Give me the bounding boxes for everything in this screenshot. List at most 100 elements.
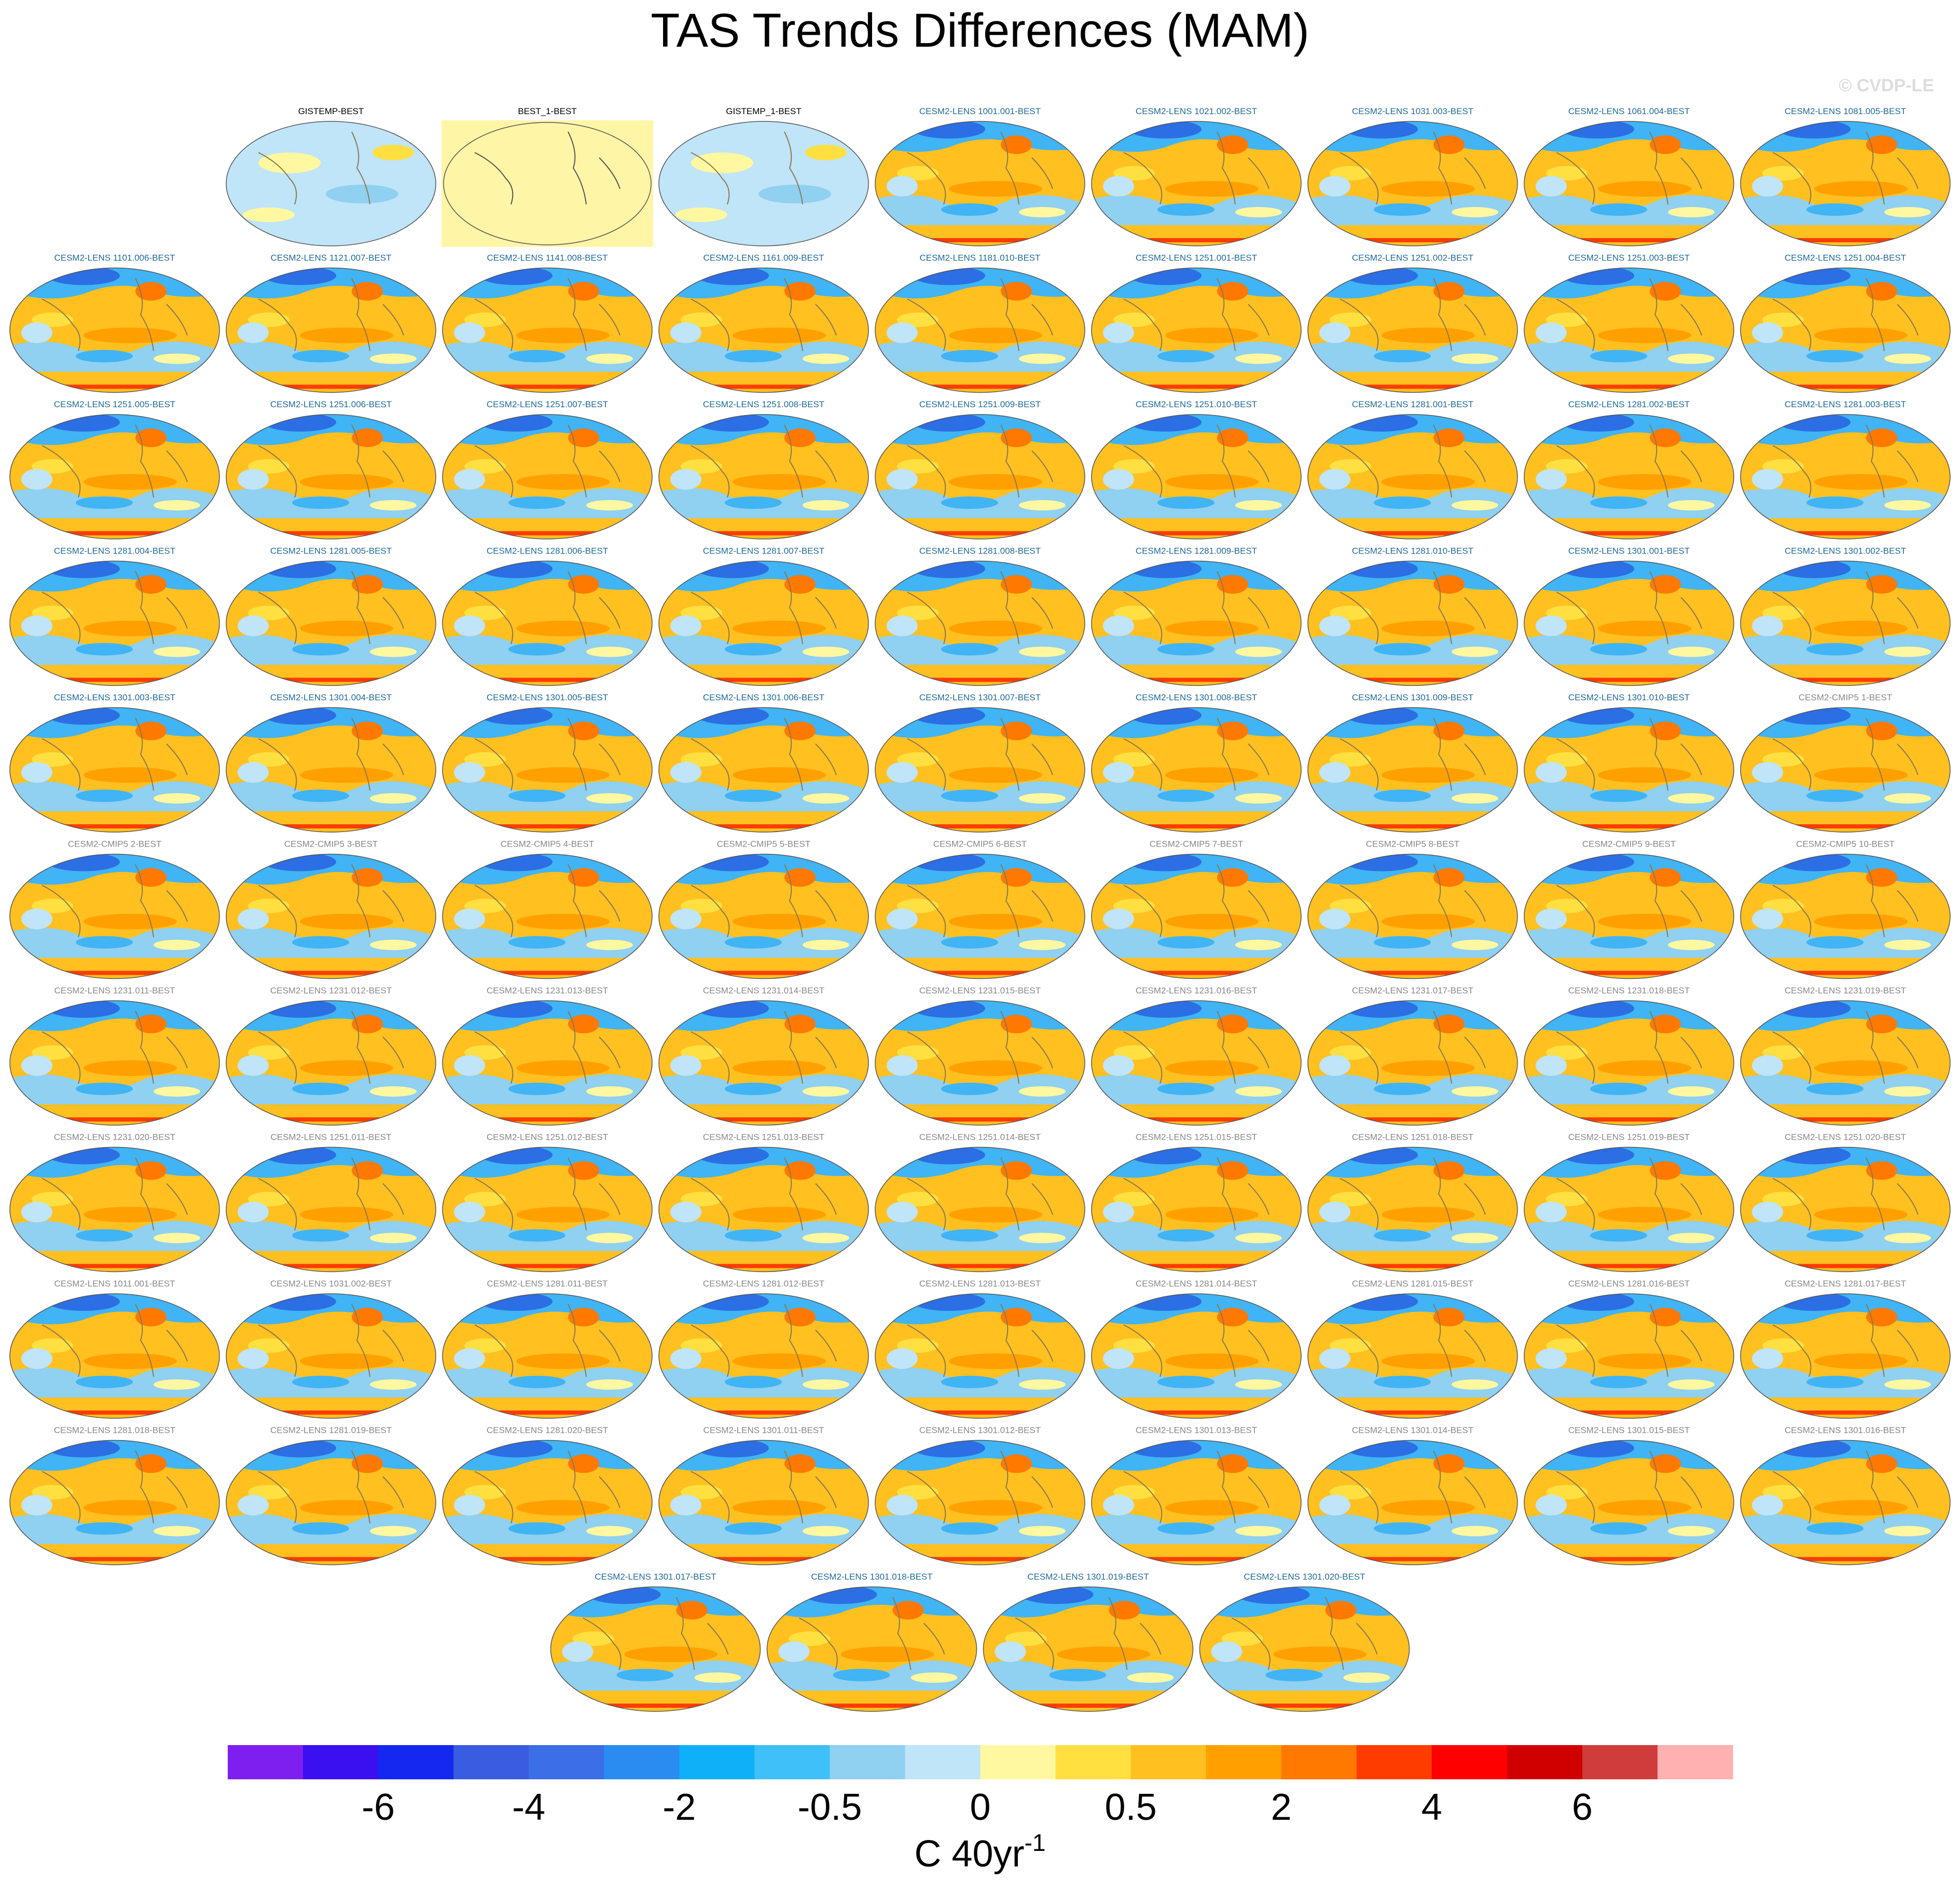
panel-title: CESM2-LENS 1251.001-BEST bbox=[1136, 253, 1257, 263]
panel-title: GISTEMP_1-BEST bbox=[726, 106, 801, 116]
colorbar-box bbox=[228, 1745, 303, 1779]
colorbar-box bbox=[980, 1745, 1056, 1779]
panel-title: CESM2-LENS 1281.012-BEST bbox=[703, 1279, 824, 1289]
units-exponent: -1 bbox=[1025, 1829, 1046, 1856]
map-panel: CESM2-LENS 1281.008-BEST bbox=[874, 546, 1086, 688]
panel-title: CESM2-LENS 1281.001-BEST bbox=[1352, 399, 1473, 409]
panel-title: CESM2-LENS 1251.015-BEST bbox=[1136, 1132, 1257, 1142]
panel-title: CESM2-LENS 1181.010-BEST bbox=[919, 253, 1040, 263]
panel-title: CESM2-LENS 1301.003-BEST bbox=[54, 693, 175, 702]
map bbox=[657, 1291, 870, 1421]
map bbox=[441, 1291, 654, 1421]
panel-title: CESM2-CMIP5 6-BEST bbox=[933, 839, 1027, 849]
map bbox=[982, 1584, 1195, 1714]
map bbox=[657, 559, 870, 688]
map-panel: CESM2-LENS 1251.003-BEST bbox=[1523, 253, 1735, 395]
panel-title: CESM2-LENS 1251.020-BEST bbox=[1785, 1132, 1906, 1142]
map-panel: CESM2-LENS 1301.019-BEST bbox=[982, 1572, 1195, 1714]
panel-title: CESM2-LENS 1251.004-BEST bbox=[1785, 253, 1906, 263]
map bbox=[1739, 705, 1952, 835]
colorbar-box bbox=[1356, 1745, 1432, 1779]
map bbox=[225, 998, 437, 1128]
map-panel: CESM2-CMIP5 7-BEST bbox=[1090, 839, 1303, 981]
map bbox=[1090, 119, 1303, 248]
map-panel: CESM2-LENS 1251.006-BEST bbox=[225, 399, 437, 542]
panel-title: GISTEMP-BEST bbox=[298, 106, 364, 116]
panel-title: CESM2-LENS 1251.006-BEST bbox=[270, 399, 392, 409]
panel-title: CESM2-LENS 1301.011-BEST bbox=[703, 1426, 824, 1435]
panel-title: CESM2-LENS 1281.006-BEST bbox=[487, 546, 608, 556]
map bbox=[441, 705, 654, 835]
map-panel: CESM2-LENS 1251.012-BEST bbox=[441, 1132, 654, 1275]
panel-title: CESM2-LENS 1081.005-BEST bbox=[1785, 106, 1906, 116]
map bbox=[874, 559, 1086, 688]
map-panel: CESM2-LENS 1231.017-BEST bbox=[1306, 986, 1519, 1128]
units-text: C 40yr bbox=[915, 1833, 1025, 1875]
map bbox=[8, 266, 221, 395]
panel-title: CESM2-LENS 1251.007-BEST bbox=[487, 399, 608, 409]
colorbar-box bbox=[1055, 1745, 1131, 1779]
colorbar-label: -4 bbox=[512, 1787, 545, 1828]
map bbox=[441, 1438, 654, 1568]
panel-title: CESM2-CMIP5 8-BEST bbox=[1366, 839, 1459, 849]
map-panel: CESM2-LENS 1141.008-BEST bbox=[441, 253, 654, 395]
map bbox=[1090, 1291, 1303, 1421]
map bbox=[441, 852, 654, 981]
map-panel: CESM2-LENS 1301.011-BEST bbox=[657, 1426, 870, 1568]
panel-title: CESM2-LENS 1061.004-BEST bbox=[1568, 106, 1690, 116]
panel-title: CESM2-LENS 1251.012-BEST bbox=[487, 1132, 608, 1142]
map-panel: CESM2-LENS 1251.005-BEST bbox=[8, 399, 221, 542]
colorbar-box bbox=[1130, 1745, 1207, 1779]
map bbox=[1090, 852, 1303, 981]
map-panel: CESM2-LENS 1021.002-BEST bbox=[1090, 106, 1303, 248]
map-panel: CESM2-LENS 1251.002-BEST bbox=[1306, 253, 1519, 395]
panel-title: CESM2-LENS 1231.013-BEST bbox=[487, 986, 608, 995]
panel-title: CESM2-LENS 1021.002-BEST bbox=[1136, 106, 1257, 116]
map-panel: GISTEMP_1-BEST bbox=[657, 106, 870, 248]
panel-title: CESM2-LENS 1231.011-BEST bbox=[54, 986, 175, 995]
map bbox=[225, 119, 437, 248]
map bbox=[1739, 412, 1952, 542]
map-panel: CESM2-LENS 1251.018-BEST bbox=[1306, 1132, 1519, 1275]
panel-title: CESM2-LENS 1301.019-BEST bbox=[1027, 1572, 1149, 1582]
panel-title: CESM2-CMIP5 3-BEST bbox=[284, 839, 378, 849]
map-panel: CESM2-LENS 1251.015-BEST bbox=[1090, 1132, 1303, 1275]
map-panel: CESM2-LENS 1301.002-BEST bbox=[1739, 546, 1952, 688]
panel-title: CESM2-LENS 1301.010-BEST bbox=[1568, 693, 1690, 702]
map bbox=[1523, 705, 1735, 835]
map-panel: CESM2-LENS 1301.004-BEST bbox=[225, 693, 437, 835]
panel-title: CESM2-LENS 1281.019-BEST bbox=[270, 1426, 392, 1435]
panel-title: CESM2-LENS 1251.010-BEST bbox=[1136, 399, 1257, 409]
map-panel: CESM2-LENS 1251.010-BEST bbox=[1090, 399, 1303, 542]
map-panel: CESM2-LENS 1231.012-BEST bbox=[225, 986, 437, 1128]
map bbox=[225, 559, 437, 688]
map bbox=[225, 266, 437, 395]
colorbar-box bbox=[604, 1745, 680, 1779]
panel-title: CESM2-LENS 1301.005-BEST bbox=[487, 693, 608, 702]
map-panel: CESM2-LENS 1251.004-BEST bbox=[1739, 253, 1952, 395]
map-panel: CESM2-LENS 1281.007-BEST bbox=[657, 546, 870, 688]
map bbox=[225, 412, 437, 542]
colorbar-label: -6 bbox=[362, 1787, 395, 1828]
colorbar-box bbox=[1281, 1745, 1357, 1779]
map bbox=[1306, 705, 1519, 835]
map-panel: BEST_1-BEST bbox=[441, 106, 654, 247]
map-panel: CESM2-LENS 1231.015-BEST bbox=[874, 986, 1086, 1128]
panel-title: CESM2-CMIP5 2-BEST bbox=[68, 839, 161, 849]
map-panel: CESM2-LENS 1251.013-BEST bbox=[657, 1132, 870, 1275]
panel-title: CESM2-CMIP5 1-BEST bbox=[1799, 693, 1892, 702]
map bbox=[657, 705, 870, 835]
colorbar-label: 6 bbox=[1572, 1787, 1593, 1828]
panel-title: CESM2-LENS 1251.003-BEST bbox=[1568, 253, 1690, 263]
map-panel: CESM2-LENS 1301.017-BEST bbox=[549, 1572, 762, 1714]
map bbox=[1739, 266, 1952, 395]
map bbox=[1306, 998, 1519, 1128]
panel-title: CESM2-LENS 1231.016-BEST bbox=[1136, 986, 1257, 995]
map-panel: CESM2-LENS 1301.010-BEST bbox=[1523, 693, 1735, 835]
colorbar-box bbox=[303, 1745, 379, 1779]
panel-title: CESM2-LENS 1281.010-BEST bbox=[1352, 546, 1473, 556]
map-panel: CESM2-CMIP5 6-BEST bbox=[874, 839, 1086, 981]
map bbox=[1090, 705, 1303, 835]
map-panel: CESM2-LENS 1301.008-BEST bbox=[1090, 693, 1303, 835]
map bbox=[8, 852, 221, 981]
